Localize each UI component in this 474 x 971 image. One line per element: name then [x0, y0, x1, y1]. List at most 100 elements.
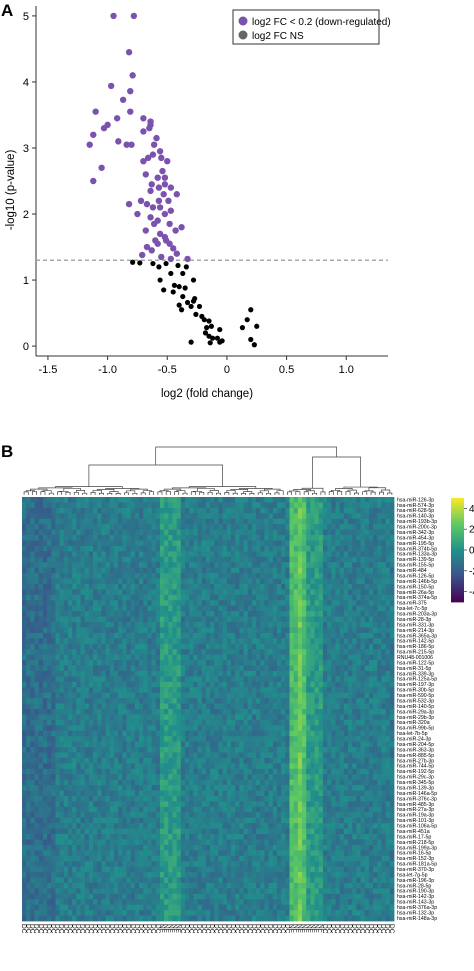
heatmap-cell	[243, 611, 249, 617]
heatmap-cell	[197, 774, 203, 781]
heatmap-cell	[63, 545, 69, 552]
heatmap-cell	[122, 518, 127, 525]
heatmap-cell	[222, 638, 228, 645]
data-point	[146, 124, 153, 132]
heatmap-cell	[80, 665, 86, 672]
heatmap-cell	[189, 502, 194, 509]
heatmap-cell	[239, 747, 244, 753]
heatmap-cell	[185, 518, 190, 525]
heatmap-cell	[118, 785, 123, 791]
heatmap-cell	[302, 779, 307, 786]
data-point	[148, 247, 155, 254]
heatmap-cell	[331, 638, 336, 645]
heatmap-cell	[281, 779, 286, 786]
heatmap-cell	[97, 622, 102, 628]
heatmap-cell	[63, 638, 69, 645]
heatmap-cell	[205, 692, 211, 699]
heatmap-cell	[193, 709, 198, 715]
heatmap-cell	[30, 670, 35, 677]
heatmap-cell	[247, 768, 253, 775]
heatmap-cell	[185, 709, 190, 715]
heatmap-cell	[88, 556, 94, 563]
heatmap-cell	[164, 730, 169, 737]
heatmap-cell	[218, 632, 224, 639]
heatmap-cell	[76, 540, 81, 547]
heatmap-cell	[385, 562, 391, 569]
heatmap-cell	[335, 741, 341, 748]
data-point	[167, 207, 175, 214]
heatmap-cell	[38, 714, 44, 721]
heatmap-cell	[126, 654, 132, 661]
heatmap-cell	[251, 589, 257, 596]
heatmap-cell	[235, 502, 240, 509]
heatmap-cell	[201, 573, 207, 579]
heatmap-cell	[72, 660, 77, 666]
heatmap-cell	[139, 725, 144, 732]
heatmap-cell	[34, 676, 40, 683]
heatmap-cell	[293, 556, 299, 563]
dendrogram-branch	[157, 491, 163, 495]
heatmap-cell	[93, 562, 98, 569]
heatmap-cell	[360, 589, 366, 596]
heatmap-cell	[339, 622, 345, 628]
heatmap-cell	[302, 719, 307, 726]
heatmap-cell	[256, 638, 261, 645]
heatmap-cell	[385, 502, 391, 509]
heatmap-cell	[264, 649, 270, 656]
heatmap-cell	[168, 518, 173, 525]
heatmap-cell	[34, 725, 40, 732]
heatmap-cell	[30, 594, 35, 601]
heatmap-cell	[222, 660, 228, 666]
heatmap-cell	[243, 605, 249, 612]
heatmap-cell	[331, 757, 336, 764]
heatmap-cell	[281, 513, 286, 520]
heatmap-cell	[356, 779, 361, 786]
heatmap-cell	[101, 747, 106, 753]
heatmap-cell	[118, 676, 123, 683]
heatmap-cell	[356, 649, 361, 656]
heatmap-cell	[264, 676, 270, 683]
heatmap-cell	[134, 562, 140, 569]
heatmap-cell	[84, 507, 90, 514]
heatmap-cell	[84, 567, 90, 574]
heatmap-cell	[264, 567, 270, 574]
heatmap-cell	[97, 611, 102, 617]
heatmap-cell	[22, 562, 27, 569]
heatmap-cell	[373, 551, 378, 558]
heatmap-cell	[381, 551, 387, 558]
heatmap-cell	[368, 730, 374, 737]
heatmap-cell	[134, 763, 140, 770]
heatmap-cell	[302, 567, 307, 574]
heatmap-cell	[364, 545, 370, 552]
heatmap-cell	[251, 752, 257, 759]
heatmap-cell	[360, 643, 366, 650]
heatmap-cell	[159, 632, 165, 639]
heatmap-cell	[339, 589, 345, 596]
heatmap-cell	[285, 703, 290, 710]
heatmap-cell	[218, 757, 224, 764]
heatmap-cell	[214, 779, 219, 786]
heatmap-cell	[389, 632, 395, 639]
heatmap-cell	[34, 540, 40, 547]
heatmap-cell	[352, 589, 357, 596]
heatmap-cell	[118, 687, 123, 694]
heatmap-cell	[230, 622, 236, 628]
heatmap-cell	[189, 589, 194, 596]
heatmap-cell	[105, 774, 111, 781]
heatmap-cell	[118, 670, 123, 677]
heatmap-cell	[105, 551, 111, 558]
dendrogram-branch	[264, 488, 281, 491]
heatmap-cell	[268, 752, 274, 759]
heatmap-cell	[247, 698, 253, 704]
heatmap-cell	[377, 741, 382, 748]
heatmap-cell	[164, 594, 169, 601]
heatmap-cell	[63, 497, 69, 503]
heatmap-cell	[42, 583, 48, 590]
heatmap-cell	[214, 709, 219, 715]
heatmap-cell	[155, 747, 161, 753]
heatmap-cell	[201, 687, 207, 694]
heatmap-cell	[210, 698, 215, 704]
heatmap-cell	[67, 502, 73, 509]
heatmap-cell	[322, 779, 328, 786]
heatmap-cell	[97, 632, 102, 639]
